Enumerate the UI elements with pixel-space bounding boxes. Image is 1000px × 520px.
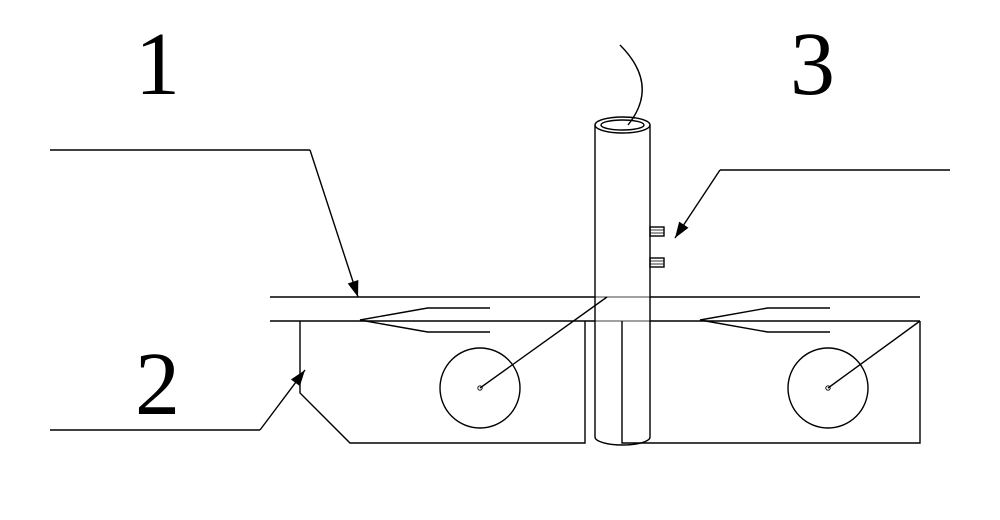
leader-arrowhead (675, 222, 688, 238)
callout-label-1: 1 (135, 20, 180, 110)
callout-label-3: 3 (790, 20, 835, 110)
leader-arrowhead (348, 280, 359, 297)
callout-label-2: 2 (135, 340, 180, 430)
body-left-outline (300, 321, 585, 443)
cylinder-lug-1 (650, 258, 664, 267)
diagonal-left (480, 297, 607, 388)
cylinder-lug-0 (650, 227, 664, 236)
diagonal-right (828, 321, 920, 388)
leader-1-d (310, 150, 358, 297)
inset-arrow-right (700, 308, 830, 332)
inset-arrow-left (360, 308, 490, 332)
body-right-outline (622, 321, 920, 443)
cylinder-top-inner (601, 120, 644, 130)
leader-arrowhead (291, 370, 305, 386)
cylinder-wire (620, 45, 642, 125)
